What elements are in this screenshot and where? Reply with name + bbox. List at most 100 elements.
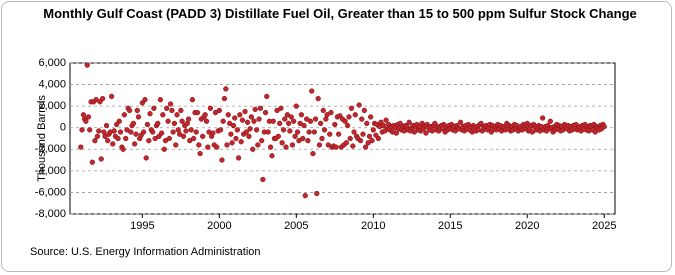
data-point	[155, 120, 161, 127]
data-point	[305, 138, 311, 144]
data-point	[166, 135, 172, 142]
data-point	[225, 112, 231, 118]
data-point	[200, 133, 206, 139]
data-point	[361, 107, 368, 114]
y-tick-label: -6,000	[35, 186, 66, 198]
data-point	[185, 116, 192, 122]
y-tick-label: -2,000	[35, 143, 66, 155]
data-point	[280, 127, 287, 133]
data-point	[140, 129, 147, 135]
data-point	[293, 103, 299, 109]
data-point	[117, 129, 124, 135]
data-point	[108, 93, 115, 100]
data-point	[237, 112, 243, 118]
data-point	[223, 86, 229, 92]
data-point	[207, 105, 214, 111]
data-point	[255, 142, 261, 148]
data-point	[171, 120, 178, 127]
data-point	[243, 129, 249, 135]
data-point	[383, 117, 389, 123]
data-point	[217, 127, 224, 133]
y-tick-label: -4,000	[35, 165, 66, 177]
data-point	[393, 130, 400, 136]
data-point	[307, 118, 314, 124]
data-point	[121, 112, 127, 118]
data-point	[257, 105, 264, 111]
data-point	[294, 129, 301, 135]
data-point	[351, 129, 357, 135]
x-tick-label: 1995	[130, 220, 154, 232]
data-point	[173, 142, 179, 148]
data-point	[370, 127, 376, 133]
data-point	[267, 144, 274, 150]
data-point	[360, 131, 366, 137]
data-point	[147, 111, 153, 117]
data-point	[336, 131, 342, 137]
data-point	[316, 142, 323, 148]
data-point	[96, 128, 102, 134]
data-point	[547, 118, 553, 124]
data-point	[244, 119, 251, 125]
data-point	[144, 121, 151, 128]
data-point	[380, 122, 387, 129]
data-point	[319, 135, 325, 142]
source: Source: U.S. Energy Information Administ…	[30, 246, 261, 258]
data-point	[80, 112, 87, 118]
data-point	[120, 146, 126, 152]
data-point	[78, 144, 84, 150]
data-point	[126, 107, 133, 114]
y-tick-label: 2,000	[38, 100, 66, 112]
data-point	[256, 116, 262, 122]
data-point	[328, 109, 334, 116]
data-point	[132, 141, 138, 147]
data-point	[332, 121, 338, 128]
data-point	[123, 135, 129, 142]
data-point	[275, 133, 281, 139]
data-point	[196, 142, 202, 148]
data-point	[362, 144, 369, 150]
data-point	[302, 193, 308, 199]
data-point	[298, 112, 305, 118]
data-point	[312, 116, 319, 122]
data-point	[348, 105, 355, 111]
x-tick-label: 2005	[284, 220, 308, 232]
data-point	[143, 155, 149, 161]
data-point	[84, 62, 90, 68]
data-point	[165, 118, 171, 124]
data-point	[311, 129, 317, 135]
data-point	[406, 119, 412, 125]
data-point	[359, 116, 365, 122]
data-point	[230, 122, 237, 129]
data-point	[457, 119, 464, 125]
data-point	[103, 122, 110, 129]
data-point	[193, 129, 199, 135]
y-tick-label: -8,000	[35, 208, 66, 220]
data-point	[134, 107, 140, 114]
data-point	[327, 131, 333, 137]
data-point	[89, 159, 95, 165]
data-point	[238, 139, 244, 145]
data-point	[99, 95, 106, 102]
data-point	[101, 129, 107, 135]
y-axis-label: Thousand Barrels	[36, 95, 48, 182]
chart-title: Monthly Gulf Coast (PADD 3) Distillate F…	[43, 6, 637, 21]
data-point	[277, 120, 283, 127]
data-point	[205, 144, 211, 150]
data-point	[142, 97, 148, 103]
data-point	[135, 114, 142, 120]
data-point	[169, 107, 175, 114]
data-point	[366, 133, 373, 139]
data-point	[105, 138, 111, 144]
data-point	[282, 116, 288, 122]
data-point	[183, 128, 189, 134]
data-point	[250, 146, 256, 152]
data-point	[246, 133, 252, 139]
data-point	[157, 97, 164, 103]
data-point	[300, 135, 306, 142]
data-point	[253, 127, 260, 133]
data-point	[291, 118, 297, 124]
data-point	[310, 150, 316, 157]
data-point	[130, 120, 137, 127]
data-point	[197, 150, 203, 157]
data-point	[601, 123, 607, 130]
